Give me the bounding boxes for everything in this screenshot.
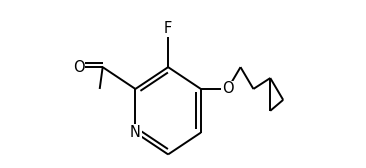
Text: O: O [73,60,85,75]
Text: N: N [130,125,141,140]
Text: O: O [222,81,234,96]
Text: F: F [164,21,172,36]
